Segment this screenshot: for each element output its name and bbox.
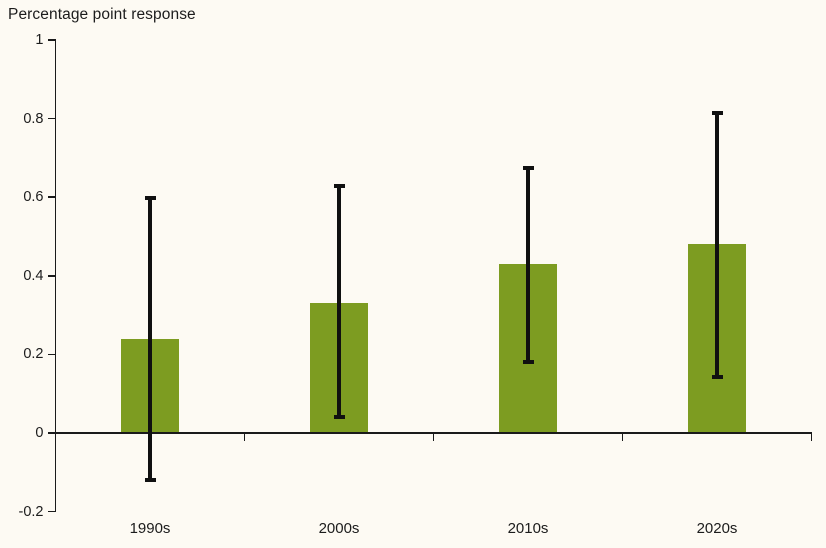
y-tick	[47, 510, 56, 513]
y-tick-label: 0.4	[23, 267, 44, 284]
y-tick-label: -0.2	[18, 503, 44, 520]
x-tick	[810, 433, 813, 441]
chart-title: Percentage point response	[8, 6, 196, 23]
error-bar-cap-bottom-2000s	[333, 414, 345, 419]
error-bar-cap-top-1990s	[144, 195, 156, 200]
y-axis-line	[54, 40, 57, 512]
error-bar-cap-bottom-1990s	[144, 477, 156, 482]
y-tick	[47, 196, 56, 198]
y-tick	[47, 353, 56, 356]
y-tick-label: 1	[35, 32, 44, 48]
x-tick	[432, 433, 435, 441]
error-bar-line-2000s	[337, 185, 341, 418]
error-bar-line-1990s	[148, 197, 152, 481]
x-tick	[621, 433, 624, 441]
error-bar-cap-top-2000s	[333, 183, 345, 188]
x-tick-label-2020s: 2020s	[696, 520, 738, 537]
y-tick-label: 0.6	[23, 189, 44, 206]
y-tick-label: 0	[35, 425, 44, 441]
error-bar-cap-top-2010s	[522, 166, 534, 171]
y-tick-label: 0.2	[23, 346, 44, 363]
x-tick	[243, 433, 246, 441]
error-bar-line-2020s	[715, 112, 719, 378]
error-bar-cap-bottom-2010s	[522, 359, 534, 364]
x-tick-label-2010s: 2010s	[507, 520, 549, 537]
error-bar-line-2010s	[526, 167, 530, 363]
y-tick	[47, 432, 56, 434]
y-tick	[47, 39, 56, 41]
x-tick-label-1990s: 1990s	[129, 520, 171, 537]
y-tick	[47, 117, 56, 120]
x-tick-label-2000s: 2000s	[318, 520, 360, 537]
y-tick-label: 0.8	[23, 110, 44, 127]
y-tick	[47, 275, 56, 277]
error-bar-cap-top-2020s	[711, 111, 723, 116]
error-bar-cap-bottom-2020s	[711, 375, 723, 380]
